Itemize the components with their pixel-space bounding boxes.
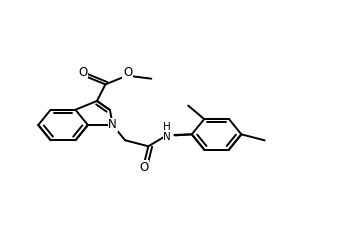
Text: O: O [78,66,87,79]
Text: O: O [139,161,149,174]
Text: H
N: H N [163,122,171,142]
Text: N: N [108,118,117,132]
Text: O: O [123,66,132,79]
